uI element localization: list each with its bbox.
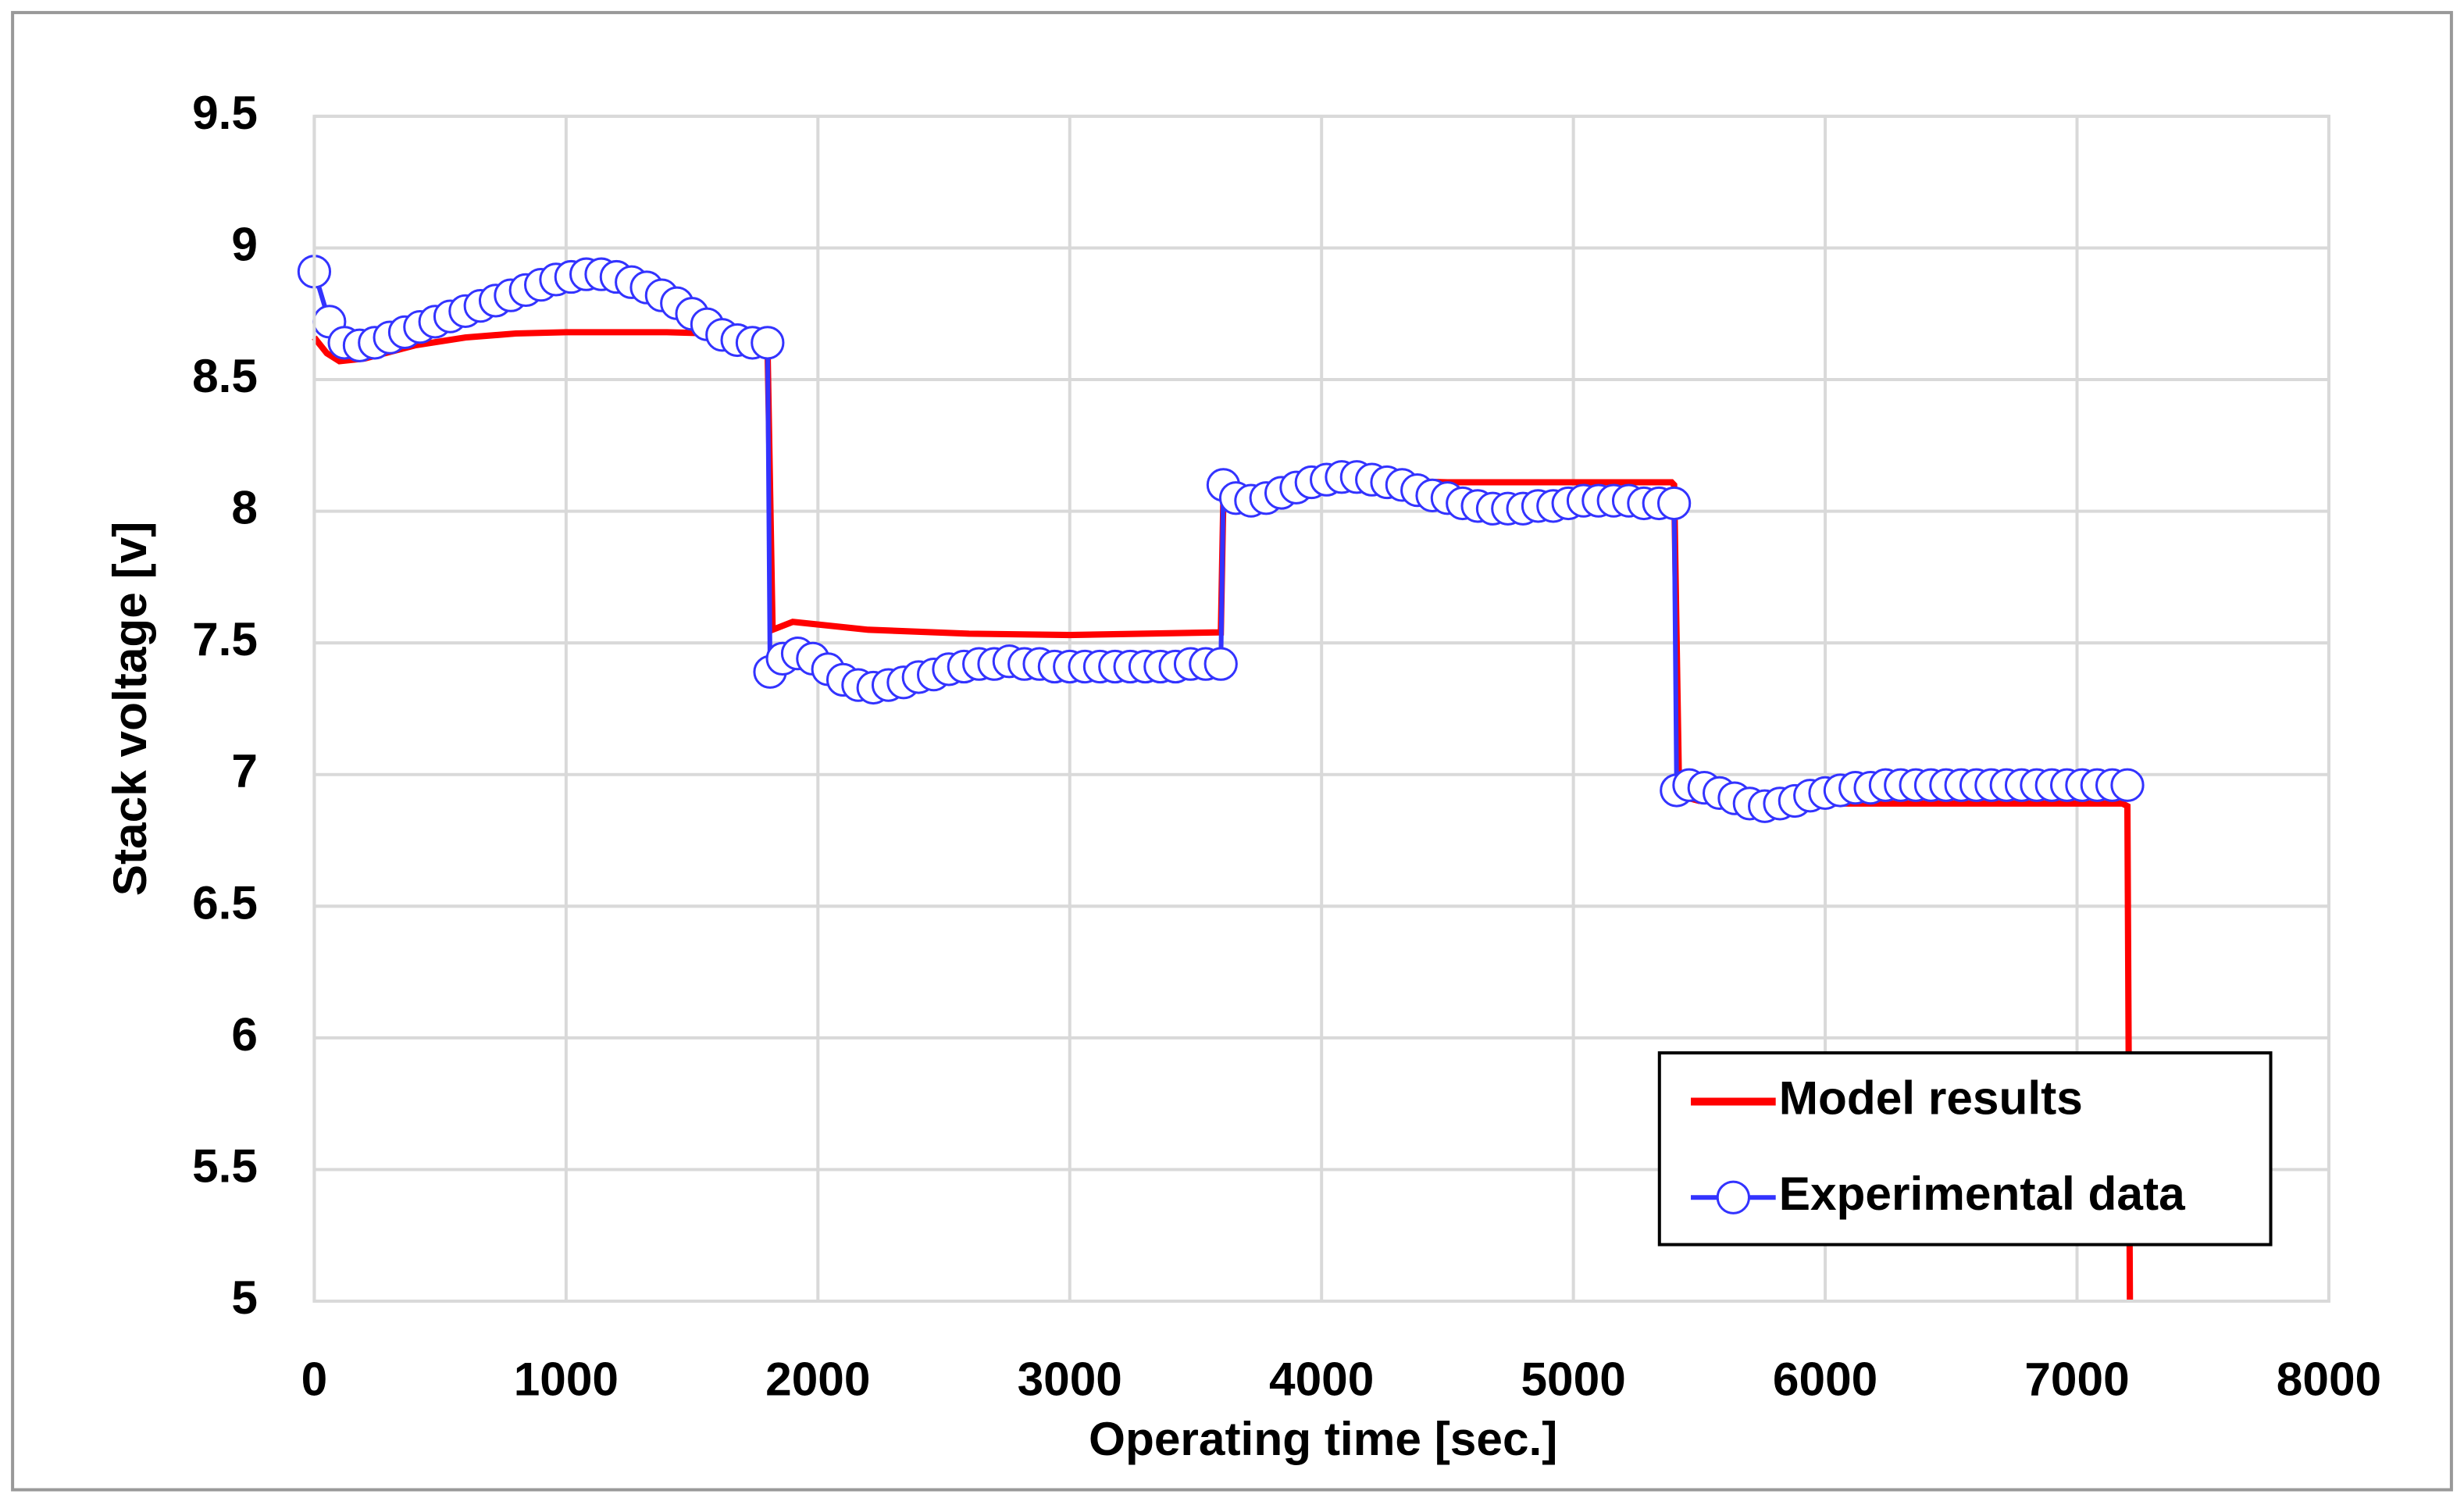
x-tick-label: 0 — [301, 1353, 328, 1406]
legend-marker — [1716, 1180, 1750, 1214]
legend-label: Experimental data — [1779, 1167, 2185, 1220]
x-tick-label: 2000 — [765, 1353, 870, 1406]
y-tick-label: 8.5 — [192, 349, 258, 402]
y-tick-label: 7 — [231, 744, 258, 797]
x-tick-label: 8000 — [2277, 1353, 2381, 1406]
x-tick-label: 5000 — [1521, 1353, 1625, 1406]
legend-box — [1657, 1051, 2273, 1246]
plot — [297, 114, 2330, 1304]
legend-label: Model results — [1779, 1071, 2083, 1124]
y-tick-label: 6.5 — [192, 876, 258, 929]
x-tick-label: 3000 — [1018, 1353, 1122, 1406]
data-point — [751, 326, 785, 360]
y-tick-label: 5.5 — [192, 1139, 258, 1192]
x-tick-label: 6000 — [1773, 1353, 1877, 1406]
grid: 5 5.5 6 6.5 7 7.5 8 8.5 9 9.5 0 1000 2000 3000 4000 500… — [192, 86, 2381, 1406]
y-tick-label: 8 — [231, 481, 258, 534]
data-point — [1656, 486, 1692, 521]
y-tick-label: 9 — [231, 217, 258, 270]
y-tick-label: 7.5 — [192, 612, 258, 665]
plot-border — [312, 114, 2330, 1304]
legend: Model results Experimental data — [1657, 1051, 2273, 1246]
y-axis-title: Stack voltage [v] — [103, 522, 156, 897]
y-tick-label: 6 — [231, 1007, 258, 1061]
data-point — [2110, 768, 2145, 802]
x-tick-label: 1000 — [514, 1353, 619, 1406]
y-tick-label: 9.5 — [192, 86, 258, 139]
data-point — [1203, 647, 1238, 681]
x-axis-title: Operating time [sec.] — [1089, 1412, 1557, 1465]
x-tick-label: 4000 — [1269, 1353, 1374, 1406]
chart-border — [11, 11, 2453, 1492]
x-tick-label: 7000 — [2024, 1353, 2129, 1406]
y-tick-label: 5 — [231, 1271, 258, 1324]
